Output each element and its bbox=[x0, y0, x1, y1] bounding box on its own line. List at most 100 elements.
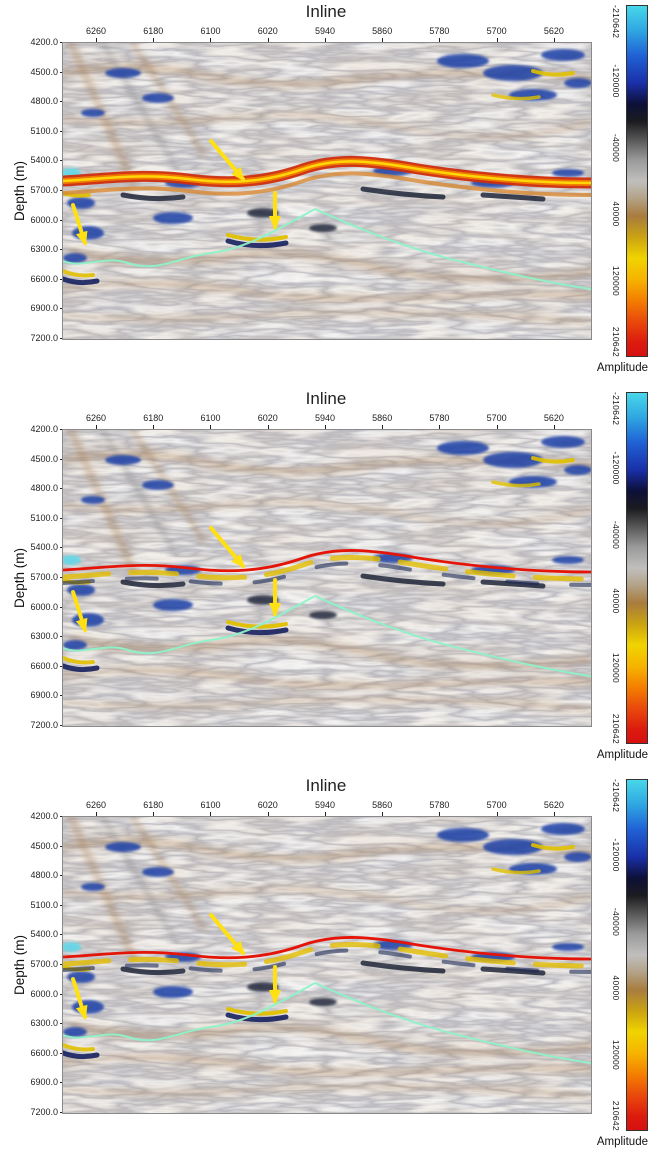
colorbar-tick-label: 40000 bbox=[611, 588, 621, 615]
x-tick-label: 6020 bbox=[258, 412, 278, 429]
y-tick-label: 6300.0 bbox=[30, 631, 64, 642]
x-axis-ticks: 6260 6180 6100 6020 5940 5860 5780 5700 5620 bbox=[62, 799, 590, 816]
seismic-plot bbox=[62, 42, 592, 340]
panel-title: Inline bbox=[305, 389, 347, 408]
x-tick-label: 5940 bbox=[315, 25, 335, 42]
colorbar-tick-label: -210642 bbox=[611, 5, 621, 39]
y-tick-label: 4800.0 bbox=[30, 483, 64, 494]
colorbar-tick-label: -40000 bbox=[611, 133, 621, 162]
x-tick-label: 6260 bbox=[86, 412, 106, 429]
x-axis-ticks: 6260 6180 6100 6020 5940 5860 5780 5700 5620 bbox=[62, 25, 590, 42]
panel-title: Inline bbox=[305, 2, 347, 21]
colorbar-tick-label: -120000 bbox=[611, 451, 621, 485]
seismic-panel-2: Inline 6260 6180 6100 6020 5940 5860 5780 5700 5… bbox=[0, 387, 654, 774]
seismic-plot bbox=[62, 816, 592, 1114]
colorbar-gradient bbox=[626, 5, 648, 357]
colorbar-title: Amplitude bbox=[596, 1136, 648, 1148]
colorbar-gradient bbox=[626, 392, 648, 744]
seismic-image bbox=[63, 817, 591, 1113]
x-tick-label: 6180 bbox=[143, 799, 163, 816]
x-axis-ticks: 6260 6180 6100 6020 5940 5860 5780 5700 5620 bbox=[62, 412, 590, 429]
colorbar-tick-label: 120000 bbox=[611, 1040, 621, 1071]
y-tick-label: 6000.0 bbox=[30, 988, 64, 999]
y-tick-label: 5400.0 bbox=[30, 542, 64, 553]
y-tick-label: 4500.0 bbox=[30, 66, 64, 77]
colorbar-tick-label: -210642 bbox=[611, 392, 621, 426]
colorbar-tick-label: -40000 bbox=[611, 520, 621, 549]
x-tick-label: 5940 bbox=[315, 412, 335, 429]
seismic-image bbox=[63, 43, 591, 339]
y-tick-label: 5100.0 bbox=[30, 125, 64, 136]
y-tick-label: 6600.0 bbox=[30, 660, 64, 671]
y-tick-label: 4200.0 bbox=[30, 811, 64, 821]
y-axis-ticks: 4200.0 4500.0 4800.0 5100.0 5400.0 5700.0 6000… bbox=[12, 424, 64, 730]
y-tick-label: 6900.0 bbox=[30, 690, 64, 701]
x-tick-label: 5780 bbox=[429, 25, 449, 42]
x-tick-label: 5860 bbox=[372, 799, 392, 816]
colorbar-gradient bbox=[626, 779, 648, 1131]
x-tick-label: 5860 bbox=[372, 412, 392, 429]
y-tick-label: 4800.0 bbox=[30, 96, 64, 107]
y-tick-label: 7200.0 bbox=[30, 719, 64, 730]
colorbar: -210642 -120000 -40000 40000 120000 210642 Am… bbox=[584, 392, 648, 770]
y-tick-label: 4500.0 bbox=[30, 453, 64, 464]
y-axis-ticks: 4200.0 4500.0 4800.0 5100.0 5400.0 5700.0 6000… bbox=[12, 37, 64, 343]
colorbar-tick-label: -210642 bbox=[611, 779, 621, 813]
seismic-plot bbox=[62, 429, 592, 727]
y-tick-label: 6600.0 bbox=[30, 1047, 64, 1058]
colorbar-tick-labels: -210642 -120000 -40000 40000 120000 210642 bbox=[607, 779, 621, 1131]
x-tick-label: 6100 bbox=[200, 412, 221, 429]
y-tick-label: 6000.0 bbox=[30, 214, 64, 225]
x-tick-label: 6100 bbox=[200, 799, 221, 816]
y-tick-label: 4800.0 bbox=[30, 870, 64, 881]
colorbar-tick-labels: -210642 -120000 -40000 40000 120000 210642 bbox=[607, 392, 621, 744]
x-tick-label: 5700 bbox=[487, 412, 507, 429]
x-tick-label: 6100 bbox=[200, 25, 221, 42]
colorbar-title: Amplitude bbox=[596, 362, 648, 374]
x-tick-label: 5620 bbox=[544, 799, 564, 816]
colorbar-title: Amplitude bbox=[596, 749, 648, 761]
colorbar-tick-label: 40000 bbox=[611, 975, 621, 1002]
x-tick-label: 5700 bbox=[487, 25, 507, 42]
colorbar-tick-label: 210642 bbox=[611, 1100, 621, 1131]
colorbar: -210642 -120000 -40000 40000 120000 210642 Am… bbox=[584, 5, 648, 383]
y-tick-label: 7200.0 bbox=[30, 332, 64, 343]
y-tick-label: 4200.0 bbox=[30, 424, 64, 434]
y-tick-label: 5700.0 bbox=[30, 958, 64, 969]
colorbar-tick-label: 120000 bbox=[611, 653, 621, 684]
y-tick-label: 5700.0 bbox=[30, 184, 64, 195]
x-tick-label: 5620 bbox=[544, 25, 564, 42]
colorbar-tick-labels: -210642 -120000 -40000 40000 120000 210642 bbox=[607, 5, 621, 357]
x-tick-label: 5620 bbox=[544, 412, 564, 429]
x-tick-label: 6180 bbox=[143, 25, 163, 42]
colorbar-tick-label: 120000 bbox=[611, 266, 621, 297]
x-tick-label: 5700 bbox=[487, 799, 507, 816]
y-tick-label: 6300.0 bbox=[30, 1018, 64, 1029]
x-tick-label: 5780 bbox=[429, 799, 449, 816]
y-tick-label: 4200.0 bbox=[30, 37, 64, 47]
y-tick-label: 5100.0 bbox=[30, 512, 64, 523]
y-tick-label: 6900.0 bbox=[30, 1077, 64, 1088]
y-tick-label: 5100.0 bbox=[30, 899, 64, 910]
colorbar-tick-label: 210642 bbox=[611, 713, 621, 744]
y-tick-label: 6300.0 bbox=[30, 244, 64, 255]
colorbar-tick-label: 40000 bbox=[611, 201, 621, 228]
y-tick-label: 6900.0 bbox=[30, 303, 64, 314]
y-tick-label: 5700.0 bbox=[30, 571, 64, 582]
y-tick-label: 4500.0 bbox=[30, 840, 64, 851]
colorbar-tick-label: -120000 bbox=[611, 838, 621, 872]
x-tick-label: 5940 bbox=[315, 799, 335, 816]
y-axis-ticks: 4200.0 4500.0 4800.0 5100.0 5400.0 5700.0 6000… bbox=[12, 811, 64, 1117]
colorbar-tick-label: -40000 bbox=[611, 907, 621, 936]
x-tick-label: 6180 bbox=[143, 412, 163, 429]
colorbar-tick-label: 210642 bbox=[611, 326, 621, 357]
y-tick-label: 6600.0 bbox=[30, 273, 64, 284]
colorbar: -210642 -120000 -40000 40000 120000 210642 Am… bbox=[584, 779, 648, 1157]
x-tick-label: 6260 bbox=[86, 25, 106, 42]
x-tick-label: 6260 bbox=[86, 799, 106, 816]
x-tick-label: 5780 bbox=[429, 412, 449, 429]
panel-title: Inline bbox=[305, 776, 347, 795]
y-tick-label: 7200.0 bbox=[30, 1106, 64, 1117]
seismic-panel-1: Inline 6260 6180 6100 6020 5940 5860 5780 5700 5… bbox=[0, 0, 654, 387]
y-tick-label: 5400.0 bbox=[30, 929, 64, 940]
